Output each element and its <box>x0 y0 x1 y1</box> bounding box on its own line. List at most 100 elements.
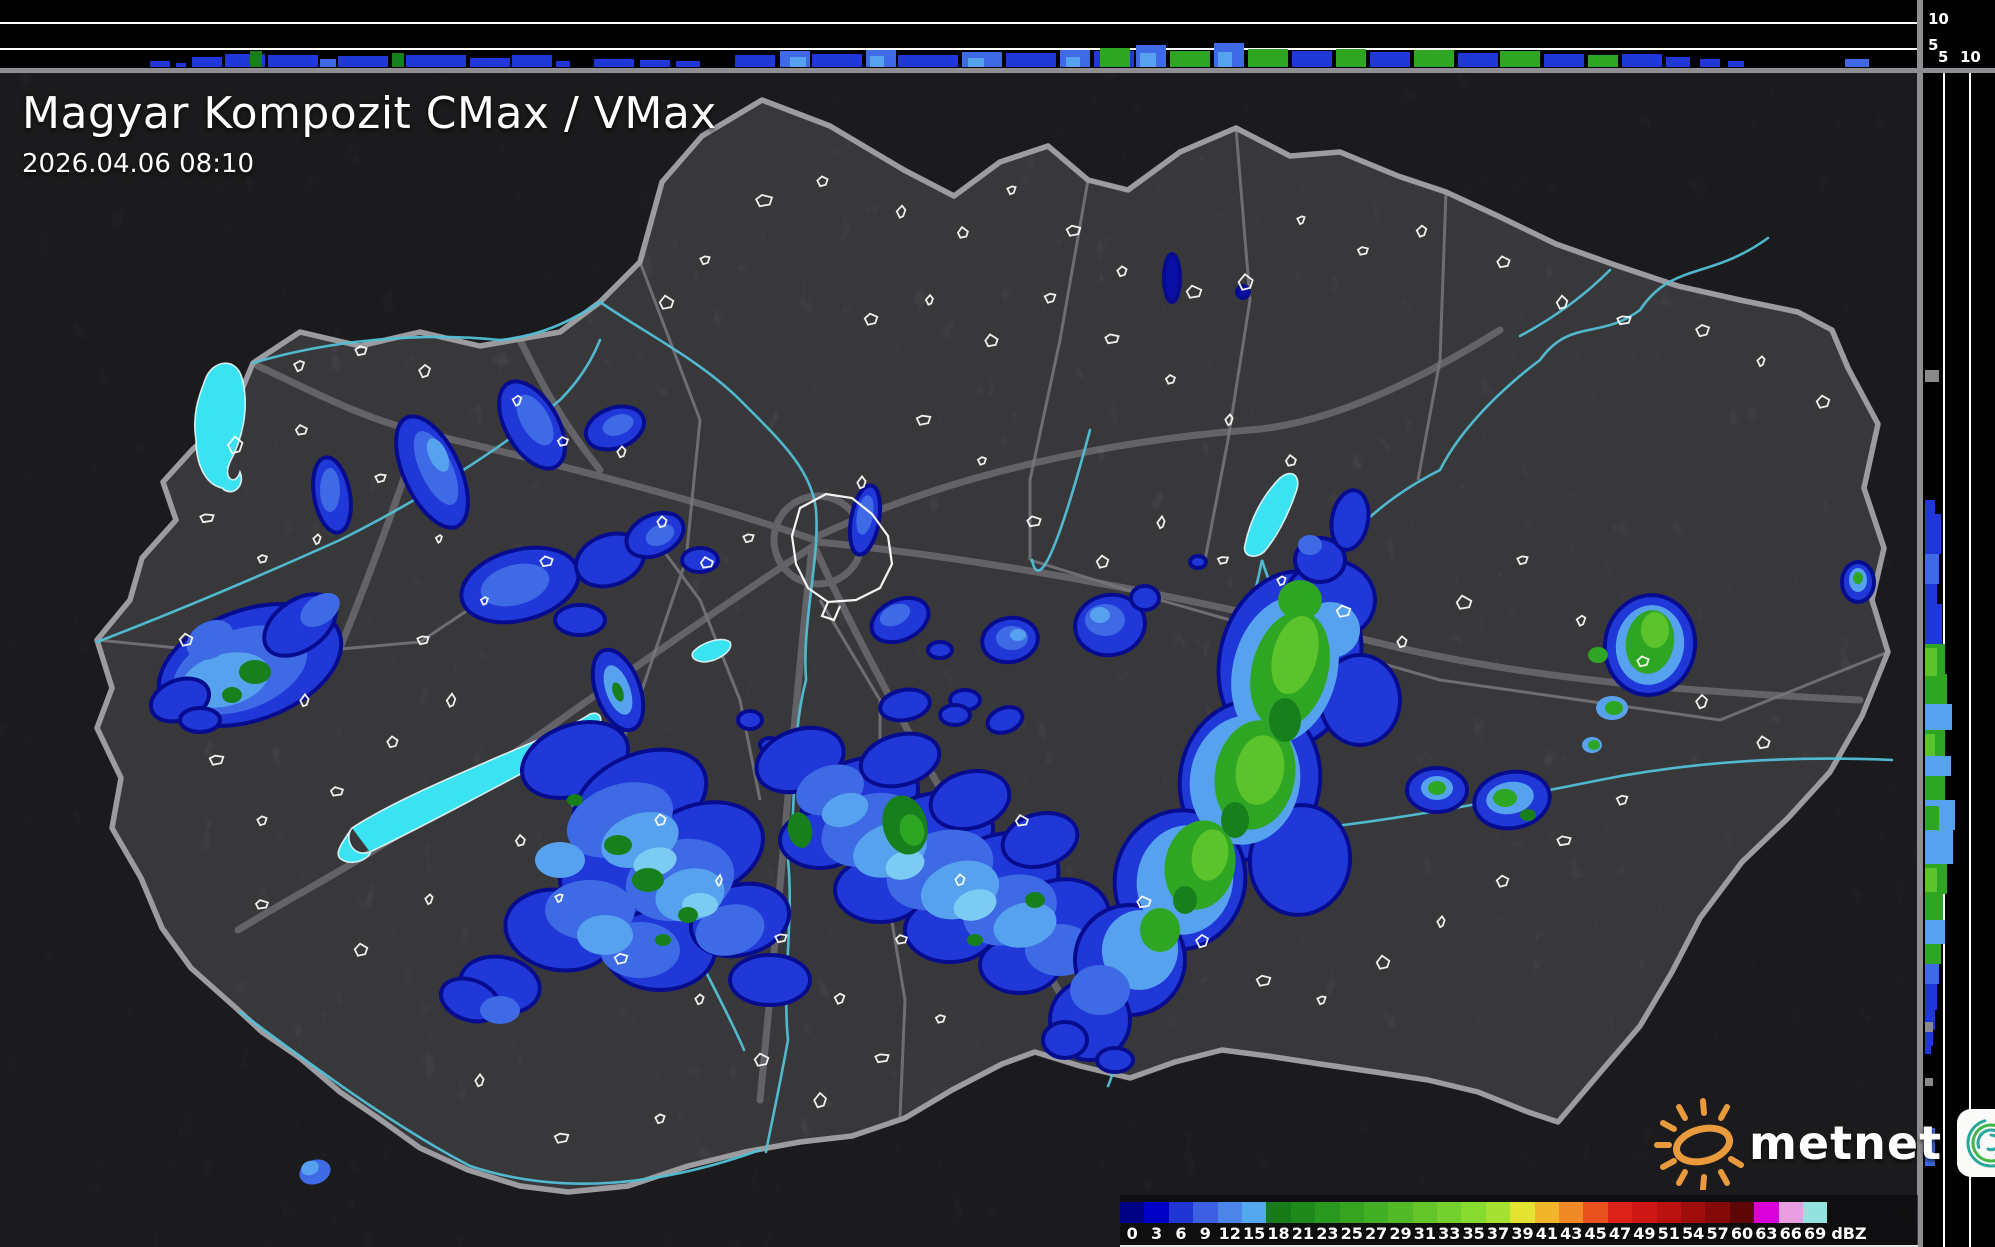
colorbar-swatch <box>1217 1202 1242 1223</box>
colorbar-tick-label: 41 <box>1535 1224 1558 1243</box>
colorbar-tick-label: 6 <box>1175 1224 1187 1243</box>
hungaromet-logo <box>1957 1108 1995 1177</box>
colorbar-tick-label: 37 <box>1486 1224 1510 1243</box>
right-cross-section <box>1923 73 1995 1247</box>
right-axis-5km-label: 5 <box>1938 48 1949 66</box>
colorbar-cell: 21 <box>1290 1195 1316 1243</box>
colorbar-swatch <box>1559 1202 1584 1223</box>
colorbar-tick-label: 43 <box>1560 1224 1583 1243</box>
colorbar-cell: 25 <box>1339 1195 1364 1243</box>
colorbar-tick-label: 35 <box>1462 1224 1485 1243</box>
colorbar-tick-label: 47 <box>1608 1224 1632 1243</box>
colorbar-swatch <box>1315 1202 1340 1223</box>
colorbar-tick-label: 31 <box>1413 1224 1437 1243</box>
top-cross-section <box>0 0 1918 68</box>
metnet-sun-icon <box>1654 1098 1744 1190</box>
colorbar-swatch <box>1339 1202 1364 1223</box>
lake-velence <box>691 638 732 663</box>
colorbar-swatch <box>1778 1202 1803 1223</box>
colorbar-tick-label: 69 <box>1804 1224 1827 1243</box>
colorbar-swatch <box>1534 1202 1560 1223</box>
axis-corner <box>1923 0 1995 68</box>
colorbar-tick-label: 12 <box>1218 1224 1241 1243</box>
colorbar-cell: 49 <box>1632 1195 1657 1243</box>
colorbar-cell: 45 <box>1583 1195 1608 1243</box>
colorbar-cell: 41 <box>1534 1195 1560 1243</box>
colorbar-cell: 27 <box>1363 1195 1389 1243</box>
colorbar-tick-label: 29 <box>1389 1224 1412 1243</box>
radar-echoes <box>148 252 1876 1185</box>
colorbar-cell: 47 <box>1607 1195 1633 1243</box>
colorbar-swatch <box>1802 1202 1828 1223</box>
colorbar-cell: 51 <box>1656 1195 1681 1243</box>
colorbar-swatch <box>1705 1202 1730 1223</box>
colorbar-swatch <box>1290 1202 1316 1223</box>
metnet-logo-text: metnet <box>1749 1115 1943 1170</box>
colorbar-swatch <box>1241 1202 1267 1223</box>
logo-row: metnet <box>1645 1095 1995 1190</box>
colorbar-cell: 57 <box>1705 1195 1730 1243</box>
colorbar-swatch <box>1461 1202 1486 1223</box>
colorbar-tick-label: 27 <box>1364 1224 1388 1243</box>
hungary-border <box>94 97 1891 1195</box>
colorbar-cell: 43 <box>1559 1195 1584 1243</box>
colorbar-tick-label: 66 <box>1779 1224 1802 1243</box>
colorbar-cell: 12 <box>1217 1195 1242 1243</box>
colorbar-tick-label: 15 <box>1243 1224 1266 1243</box>
top-echo-profile <box>150 43 1869 67</box>
colorbar-cell: 63 <box>1754 1195 1779 1243</box>
colorbar-tick-label: 23 <box>1316 1224 1339 1243</box>
colorbar-tick-label: 3 <box>1151 1224 1163 1243</box>
colorbar-swatch <box>1193 1202 1218 1223</box>
settlement-outlines <box>178 175 1831 1144</box>
colorbar-cell: 0 <box>1120 1195 1145 1243</box>
colorbar-swatch <box>1583 1202 1608 1223</box>
colorbar-cell: 54 <box>1680 1195 1706 1243</box>
panel-divider-horizontal <box>0 68 1995 73</box>
colorbar-cell: 33 <box>1437 1195 1462 1243</box>
right-echo-profile <box>1925 370 1955 1166</box>
colorbar-cell: 29 <box>1388 1195 1413 1243</box>
colorbar-cell: 23 <box>1315 1195 1340 1243</box>
colorbar-swatch <box>1754 1202 1779 1223</box>
colorbar-swatch <box>1656 1202 1681 1223</box>
colorbar-swatch <box>1510 1202 1535 1223</box>
title-block: Magyar Kompozit CMax / VMax 2026.04.06 0… <box>22 88 717 179</box>
colorbar-tick-label: 9 <box>1199 1224 1211 1243</box>
colorbar-tick-label: 51 <box>1657 1224 1680 1243</box>
colorbar-swatch <box>1144 1202 1169 1223</box>
colorbar-tick-label: 54 <box>1682 1224 1705 1243</box>
timestamp: 2026.04.06 08:10 <box>22 149 255 179</box>
colorbar-tick-label: 33 <box>1438 1224 1461 1243</box>
colorbar-tick-label: 45 <box>1584 1224 1607 1243</box>
budapest-outline <box>790 492 894 622</box>
top-axis-5km-label: 5 <box>1928 36 1939 54</box>
colorbar-swatch <box>1607 1202 1633 1223</box>
colorbar-swatch <box>1437 1202 1462 1223</box>
colorbar-cell: 66 <box>1778 1195 1803 1243</box>
colorbar-swatch <box>1388 1202 1413 1223</box>
colorbar-tick-label: 21 <box>1291 1224 1315 1243</box>
colorbar-cell: 39 <box>1510 1195 1535 1243</box>
colorbar-swatch <box>1412 1202 1438 1223</box>
colorbar-swatch <box>1363 1202 1389 1223</box>
colorbar-swatch <box>1729 1202 1755 1223</box>
colorbar-swatch <box>1485 1202 1511 1223</box>
right-axis-10km-label: 10 <box>1960 48 1981 66</box>
colorbar-tick-label: 39 <box>1511 1224 1534 1243</box>
colorbar-swatch <box>1632 1202 1657 1223</box>
colorbar-tick-label: 60 <box>1730 1224 1754 1243</box>
top-axis-10km-label: 10 <box>1928 10 1949 28</box>
colorbar-tick-label: 49 <box>1633 1224 1656 1243</box>
colorbar-swatch <box>1120 1202 1145 1223</box>
colorbar-cell: 18 <box>1266 1195 1291 1243</box>
colorbar-cell: 35 <box>1461 1195 1486 1243</box>
dbz-colorbar: 0 3 6 9 12 15 18 21 23 25 27 29 31 33 35 37 39 41 43 45 47 49… <box>1120 1195 1918 1247</box>
colorbar-tick-label: 25 <box>1340 1224 1363 1243</box>
road-lines <box>234 326 1864 1104</box>
colorbar-swatch <box>1266 1202 1291 1223</box>
colorbar-tick-label: 63 <box>1755 1224 1778 1243</box>
colorbar-cell: 9 <box>1193 1195 1218 1243</box>
